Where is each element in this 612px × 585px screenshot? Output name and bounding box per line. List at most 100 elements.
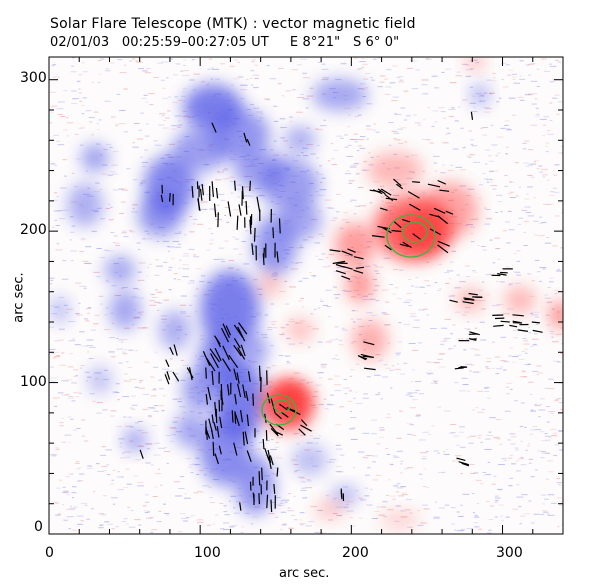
noise-speckle (101, 446, 106, 448)
noise-speckle (389, 82, 396, 84)
noise-speckle (396, 487, 403, 489)
noise-speckle (55, 249, 63, 251)
noise-speckle (492, 188, 497, 190)
noise-speckle (177, 231, 182, 233)
noise-speckle (109, 146, 113, 148)
noise-speckle (486, 434, 494, 436)
field-vector (233, 368, 238, 381)
noise-speckle (319, 377, 323, 379)
noise-speckle (111, 322, 115, 324)
noise-speckle (405, 499, 413, 501)
noise-speckle (49, 326, 55, 328)
noise-speckle (421, 79, 429, 81)
noise-speckle (409, 407, 416, 409)
noise-speckle (137, 482, 144, 484)
field-vector (227, 201, 232, 217)
noise-speckle (76, 80, 81, 82)
noise-speckle (156, 521, 162, 523)
noise-speckle (214, 213, 220, 215)
noise-speckle (204, 474, 207, 476)
noise-speckle (129, 231, 136, 233)
noise-speckle (528, 443, 531, 445)
noise-speckle (354, 141, 358, 143)
noise-speckle (156, 62, 163, 64)
field-vector (258, 493, 260, 505)
noise-speckle (536, 85, 541, 87)
noise-speckle (488, 160, 494, 162)
noise-speckle (81, 419, 86, 421)
noise-speckle (379, 436, 385, 438)
noise-speckle (145, 443, 153, 445)
noise-speckle (483, 475, 486, 477)
noise-speckle (125, 425, 132, 427)
field-vector (237, 326, 246, 342)
noise-speckle (219, 502, 224, 504)
noise-speckle (516, 260, 521, 262)
noise-speckle (207, 524, 211, 526)
noise-speckle (306, 382, 310, 384)
negative-polarity-region (278, 200, 322, 240)
noise-speckle (61, 417, 64, 419)
noise-speckle (372, 279, 378, 281)
noise-speckle (550, 412, 554, 414)
noise-speckle (328, 265, 331, 267)
noise-speckle (124, 349, 128, 351)
noise-speckle (558, 152, 563, 154)
noise-speckle (321, 177, 326, 179)
negative-polarity-region (284, 126, 316, 154)
noise-speckle (443, 272, 450, 274)
field-vector (246, 450, 252, 463)
noise-speckle (353, 133, 358, 135)
noise-speckle (50, 454, 57, 456)
noise-speckle (470, 143, 474, 145)
noise-speckle (352, 328, 355, 330)
noise-speckle (96, 412, 102, 414)
noise-speckle (96, 276, 101, 278)
noise-speckle (100, 257, 105, 259)
noise-speckle (300, 490, 307, 492)
noise-speckle (156, 291, 163, 293)
noise-speckle (551, 336, 554, 338)
noise-speckle (115, 124, 119, 126)
noise-speckle (507, 457, 513, 459)
noise-speckle (115, 383, 120, 385)
noise-speckle (403, 468, 409, 470)
noise-speckle (419, 286, 425, 288)
field-vector (233, 442, 238, 456)
negative-polarity-region (331, 485, 359, 505)
noise-speckle (535, 469, 538, 471)
noise-speckle (484, 391, 490, 393)
noise-speckle (50, 353, 55, 355)
noise-speckle (182, 255, 190, 257)
noise-speckle (111, 528, 115, 530)
noise-speckle (86, 351, 90, 353)
noise-speckle (464, 328, 471, 330)
noise-speckle (474, 526, 480, 528)
field-vector (225, 325, 232, 336)
noise-speckle (193, 464, 199, 466)
field-vector (458, 366, 468, 369)
noise-speckle (328, 339, 336, 341)
field-vector (384, 244, 392, 251)
noise-speckle (231, 84, 234, 86)
noise-speckle (236, 269, 240, 271)
noise-speckle (82, 97, 87, 99)
field-vector (240, 344, 246, 357)
negative-polarity-region (67, 183, 103, 227)
noise-speckle (510, 443, 516, 445)
noise-speckle (71, 497, 75, 499)
noise-speckle (358, 517, 364, 519)
noise-speckle (558, 429, 563, 431)
noise-speckle (519, 60, 524, 62)
noise-speckle (403, 362, 408, 364)
noise-speckle (433, 450, 439, 452)
field-vector (461, 462, 470, 467)
noise-speckle (167, 250, 170, 252)
noise-speckle (452, 460, 456, 462)
noise-speckle (538, 223, 543, 225)
noise-speckle (498, 97, 502, 99)
noise-speckle (531, 314, 539, 316)
noise-speckle (442, 164, 445, 166)
noise-speckle (238, 253, 243, 255)
noise-speckle (137, 288, 141, 290)
